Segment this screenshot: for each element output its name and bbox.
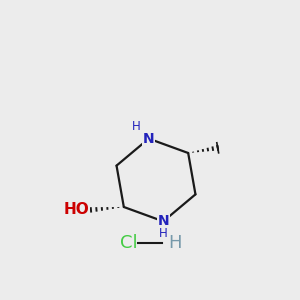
Text: H: H: [132, 120, 141, 133]
Text: H: H: [159, 227, 168, 240]
Text: Cl: Cl: [120, 234, 138, 252]
Text: N: N: [143, 132, 154, 145]
Text: N: N: [158, 214, 169, 228]
Text: H: H: [168, 234, 182, 252]
Text: HO: HO: [64, 202, 89, 217]
